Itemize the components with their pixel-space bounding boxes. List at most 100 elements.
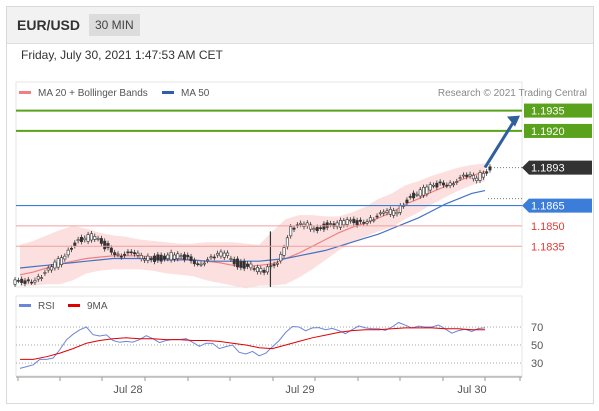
candle-body	[325, 222, 329, 228]
candle-body	[408, 196, 412, 198]
candle-body	[176, 253, 180, 259]
price-levels: 1.1935 1.1920 1.1893 1.1865 1.1850 1.1835	[16, 103, 592, 253]
rsi-legend-label: RSI	[38, 301, 55, 312]
candle-body	[236, 258, 240, 268]
rsi-panel	[15, 295, 523, 377]
resistance-tag	[524, 123, 592, 138]
candle-body	[106, 243, 110, 248]
candle-body	[83, 237, 87, 241]
candle-body	[432, 184, 436, 187]
candle-body	[358, 219, 362, 222]
candle-body	[478, 172, 482, 181]
resistance-tag	[524, 103, 592, 118]
candle-body	[89, 233, 93, 241]
candle-body	[275, 262, 279, 265]
candle-body	[133, 252, 137, 255]
candle-body	[481, 173, 485, 178]
candle-body	[69, 247, 73, 250]
candle-body	[16, 280, 20, 282]
candle-body	[232, 259, 236, 265]
timestamp: Friday, July 30, 2021 1:47:53 AM CET	[21, 48, 223, 62]
candle-body	[339, 219, 343, 228]
candle-body	[79, 236, 83, 242]
x-tick-label: Jul 29	[285, 384, 314, 396]
current-price-tag	[522, 160, 592, 175]
candle-body	[319, 227, 323, 229]
ma20-line	[19, 171, 486, 276]
candle-body	[182, 254, 186, 260]
candle-body	[109, 247, 113, 253]
candle-body	[425, 186, 429, 195]
candle-body	[76, 239, 80, 241]
candle-body	[395, 211, 399, 215]
candle-body	[146, 255, 150, 261]
candle-body	[129, 251, 133, 254]
candle-body	[345, 219, 349, 225]
forecast-arrow-shaft	[483, 118, 517, 169]
candle-body	[485, 171, 489, 174]
x-tick-label: Jul 28	[113, 384, 142, 396]
resistance-label: 1.1920	[531, 126, 565, 138]
candle-body	[242, 260, 246, 269]
candle-body	[378, 212, 382, 215]
candle-body	[229, 258, 233, 260]
candle-body	[20, 278, 24, 283]
candle-body	[398, 205, 402, 213]
candle-body	[206, 259, 210, 261]
candle-body	[212, 256, 216, 259]
candle-body	[169, 252, 173, 261]
candle-body	[249, 263, 253, 269]
candle-body	[26, 279, 30, 282]
candle-body	[156, 254, 160, 261]
candle-body	[86, 234, 90, 242]
ma9-swatch	[68, 304, 80, 307]
candle-body	[375, 215, 379, 218]
candle-body	[56, 258, 60, 268]
candle-body	[60, 257, 64, 265]
candle-body	[292, 227, 296, 230]
candle-body	[441, 182, 445, 186]
candle-body	[362, 222, 366, 224]
candle-body	[246, 263, 250, 267]
candle-body	[418, 189, 422, 197]
instrument-title: EUR/USD	[17, 17, 81, 33]
candle-body	[265, 266, 269, 273]
candle-body	[372, 219, 376, 222]
candle-body	[465, 174, 469, 177]
rsi-ma-line	[20, 327, 485, 360]
timeframe-badge[interactable]: 30 MIN	[89, 14, 140, 36]
candle-body	[143, 258, 147, 261]
candle-body	[189, 256, 193, 262]
candle-body	[405, 199, 409, 203]
candle-body	[475, 177, 479, 182]
candle-body	[199, 263, 203, 266]
candle-body	[159, 254, 163, 262]
pivot-tag	[522, 198, 592, 213]
candle-body	[468, 174, 472, 177]
rsi-line	[19, 321, 486, 369]
candle-body	[282, 247, 286, 256]
candle-body	[66, 249, 70, 256]
ma50-swatch	[162, 91, 174, 94]
candle-body	[219, 251, 223, 257]
candle-body	[162, 255, 166, 260]
candle-body	[226, 252, 230, 256]
candle-body	[438, 181, 442, 184]
candle-body	[448, 182, 452, 186]
candle-body	[388, 209, 392, 215]
candle-body	[392, 210, 396, 216]
candle-body	[299, 222, 303, 225]
candle-body	[385, 210, 389, 213]
candle-body	[73, 242, 77, 247]
candle-body	[322, 223, 326, 230]
ma50-line	[19, 190, 486, 269]
pivot-label: 1.1865	[531, 201, 565, 213]
candle-body	[315, 227, 319, 231]
candle-body	[149, 258, 153, 261]
candle-body	[428, 184, 432, 191]
candle-body	[272, 264, 276, 266]
candle-body	[103, 240, 107, 250]
rsi-swatch	[19, 304, 31, 307]
chart-header: EUR/USD 30 MIN	[7, 7, 593, 44]
